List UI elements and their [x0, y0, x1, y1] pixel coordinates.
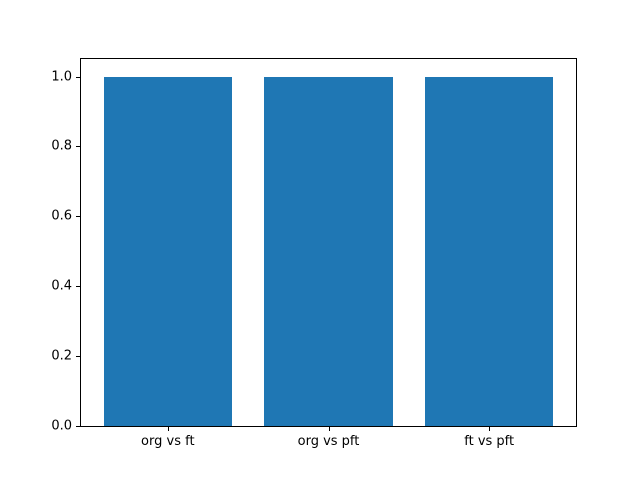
x-tick-mark — [167, 427, 169, 431]
y-tick-label: 1.0 — [51, 69, 72, 84]
x-tick-label: org vs ft — [141, 434, 195, 449]
plot-area — [80, 58, 577, 427]
y-tick-mark — [76, 286, 80, 288]
y-tick-mark — [76, 216, 80, 218]
y-tick-mark — [76, 356, 80, 358]
bar-ft-vs-pft — [424, 76, 554, 426]
y-tick-label: 0.6 — [51, 208, 72, 224]
x-tick-mark — [328, 427, 330, 431]
y-tick-label: 0.0 — [51, 418, 72, 434]
y-tick-mark — [76, 426, 80, 427]
x-tick-label: org vs pft — [297, 434, 360, 449]
x-tick-mark — [489, 427, 491, 431]
y-tick-mark — [76, 76, 80, 78]
y-tick-label: 0.2 — [51, 348, 72, 364]
x-tick-label: ft vs pft — [464, 434, 515, 449]
bar-org-vs-ft — [103, 76, 233, 426]
y-tick-mark — [76, 146, 80, 148]
y-tick-label: 0.4 — [51, 278, 72, 294]
y-tick-label: 0.8 — [51, 138, 72, 154]
bar-org-vs-pft — [264, 76, 393, 426]
